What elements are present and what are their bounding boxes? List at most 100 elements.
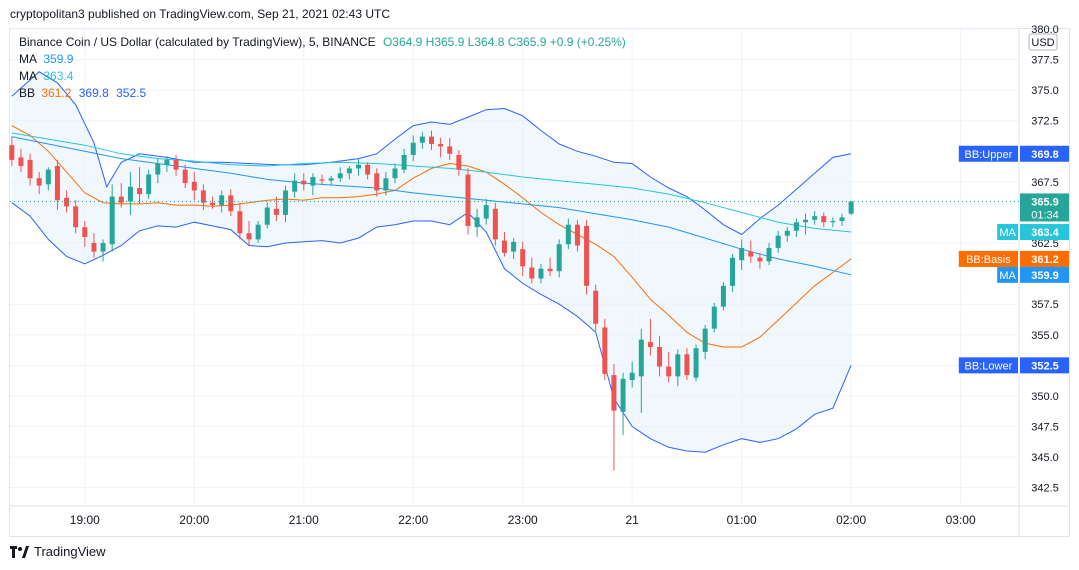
- candle-down: [82, 227, 88, 237]
- ma2-label: MA: [19, 69, 37, 83]
- y-tick-label: 362.5: [1031, 238, 1059, 250]
- candle-down: [210, 202, 216, 206]
- x-tick-label: 21: [626, 513, 640, 527]
- candle-up: [219, 195, 225, 206]
- candle-up: [355, 164, 361, 169]
- candle-up: [511, 241, 517, 252]
- candle-down: [246, 233, 252, 240]
- x-tick-label: 01:00: [727, 513, 757, 527]
- last-price-value: 365.9: [1031, 196, 1059, 208]
- bb-basis-value: 361.2: [41, 86, 72, 100]
- candle-up: [784, 230, 790, 236]
- price-tag-ma: [1020, 224, 1069, 241]
- bb-upper-value: 369.8: [78, 86, 109, 100]
- candle-down: [173, 159, 179, 170]
- label-tag-bb-upper: [958, 145, 1018, 162]
- candle-up: [538, 268, 544, 279]
- price-tag-bb-lower: [1020, 357, 1069, 374]
- candle-up: [127, 186, 133, 202]
- y-tick-label: 377.5: [1031, 55, 1059, 67]
- label-tag-text: BB:Lower: [965, 360, 1013, 372]
- price-tag-value: 352.5: [1031, 360, 1059, 372]
- candle-up: [839, 217, 845, 222]
- candle-down: [666, 366, 672, 377]
- ma2-value: 363.4: [43, 69, 74, 83]
- candle-down: [447, 146, 453, 154]
- label-tag-text: MA: [999, 227, 1016, 239]
- currency-badge: [1028, 33, 1058, 51]
- candle-down: [27, 159, 33, 179]
- candle-down: [520, 249, 526, 267]
- candle-down: [611, 375, 617, 411]
- candle-up: [283, 190, 289, 215]
- y-tick-label: 372.5: [1031, 116, 1059, 128]
- candle-up: [638, 339, 644, 377]
- candle-down: [191, 181, 197, 191]
- candle-down: [821, 216, 827, 223]
- candle-up: [155, 163, 161, 175]
- x-tick-label: 22:00: [398, 513, 428, 527]
- candle-up: [793, 222, 799, 231]
- legend-bb-row[interactable]: BB 361.2 369.8 352.5: [19, 85, 626, 102]
- candle-up: [474, 217, 480, 228]
- candle-down: [18, 157, 24, 166]
- last-price-tag: [1020, 193, 1069, 222]
- candle-up: [803, 219, 809, 223]
- candle-down: [602, 327, 608, 374]
- candle-up: [164, 159, 170, 165]
- legend-symbol-row[interactable]: Binance Coin / US Dollar (calculated by …: [19, 34, 626, 51]
- price-tag-value: 359.9: [1031, 270, 1059, 282]
- label-tag-ma: [997, 266, 1018, 283]
- symbol-title: Binance Coin / US Dollar (calculated by …: [19, 35, 376, 49]
- brand-name: TradingView: [34, 544, 106, 559]
- candle-up: [848, 201, 854, 214]
- candle-up: [255, 224, 261, 240]
- x-tick-label: 20:00: [179, 513, 209, 527]
- x-tick-label: 23:00: [508, 513, 538, 527]
- x-tick-label: 21:00: [289, 513, 319, 527]
- candle-up: [620, 378, 626, 412]
- ma1-value: 359.9: [43, 52, 74, 66]
- candle-down: [64, 197, 70, 207]
- label-tag-ma: [997, 224, 1018, 241]
- price-tag-value: 363.4: [1031, 227, 1059, 239]
- candle-down: [584, 225, 590, 286]
- candle-down: [438, 143, 444, 147]
- candle-down: [748, 251, 754, 257]
- candle-down: [200, 190, 206, 203]
- legend-ma1-row[interactable]: MA 359.9: [19, 51, 626, 68]
- legend-ma2-row[interactable]: MA 363.4: [19, 68, 626, 85]
- candle-up: [328, 178, 334, 181]
- candle-down: [73, 206, 79, 228]
- candle-down: [91, 243, 97, 252]
- candle-down: [54, 165, 60, 201]
- label-tag-bb-lower: [958, 357, 1018, 374]
- candle-down: [593, 290, 599, 324]
- candle-up: [629, 372, 635, 381]
- candle-down: [36, 178, 42, 186]
- label-tag-text: BB:Basis: [966, 254, 1011, 266]
- candle-up: [310, 176, 316, 186]
- candle-up: [675, 354, 681, 377]
- footer-brand[interactable]: TradingView: [10, 544, 106, 559]
- y-tick-label: 345.0: [1031, 452, 1059, 464]
- candle-up: [730, 257, 736, 286]
- candle-up: [483, 205, 489, 219]
- candle-up: [711, 306, 717, 329]
- candle-up: [693, 348, 699, 378]
- candle-up: [45, 169, 51, 185]
- candle-down: [428, 136, 434, 144]
- y-tick-label: 350.0: [1031, 391, 1059, 403]
- candle-up: [419, 136, 425, 143]
- candle-up: [720, 285, 726, 307]
- candle-up: [100, 243, 106, 252]
- candle-down: [182, 169, 188, 184]
- candle-up: [766, 247, 772, 262]
- y-tick-label: 380.0: [1031, 24, 1059, 36]
- y-tick-label: 355.0: [1031, 330, 1059, 342]
- bb-lower-value: 352.5: [116, 86, 147, 100]
- ma-slow-line: [11, 136, 852, 276]
- candle-down: [228, 195, 234, 212]
- candle-down: [374, 173, 380, 191]
